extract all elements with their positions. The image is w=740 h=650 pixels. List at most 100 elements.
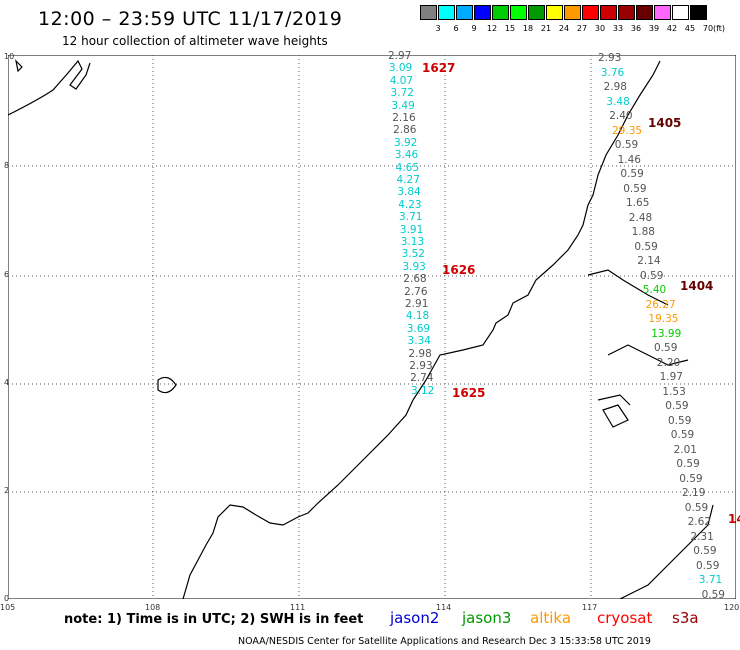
wave-height-value: 3.84 bbox=[397, 186, 421, 199]
wave-height-value: 3.46 bbox=[394, 149, 419, 162]
island-east-2 bbox=[597, 394, 631, 406]
color-scale-swatch bbox=[672, 5, 689, 20]
wave-height-value: 0.59 bbox=[614, 139, 639, 151]
wave-height-value: 3.12 bbox=[410, 384, 435, 397]
y-tick-8: 8 bbox=[4, 161, 10, 170]
coast-borneo-west bbox=[182, 399, 414, 599]
coast-borneo-north bbox=[412, 60, 661, 401]
wave-height-value: 1.53 bbox=[662, 385, 686, 398]
wave-height-value: 4.07 bbox=[389, 74, 414, 87]
wave-height-value: 5.40 bbox=[642, 284, 667, 296]
graticule bbox=[8, 55, 736, 599]
map-title: 12:00 – 23:59 UTC 11/17/2019 bbox=[38, 8, 343, 30]
x-tick-105: 105 bbox=[0, 603, 16, 612]
wave-height-value: 29.35 bbox=[612, 124, 643, 137]
wave-height-value: 3.93 bbox=[402, 260, 426, 273]
color-scale-swatch bbox=[654, 5, 671, 20]
y-tick-4: 4 bbox=[4, 378, 10, 387]
color-scale-label: 12 bbox=[486, 24, 498, 33]
wave-height-value: 3.71 bbox=[698, 574, 723, 586]
y-tick-0: 0 bbox=[4, 594, 10, 603]
legend-jason3: jason3 bbox=[462, 609, 512, 627]
coast-islands-e bbox=[607, 344, 689, 366]
wave-height-value: 3.76 bbox=[600, 66, 625, 79]
wave-height-value: 4.27 bbox=[396, 174, 420, 186]
wave-height-value: 3.48 bbox=[606, 95, 630, 108]
pass-label-1626: 1626 bbox=[442, 263, 476, 277]
color-scale-unit: (ft) bbox=[713, 24, 726, 33]
wave-height-value: 4.23 bbox=[398, 198, 422, 211]
wave-height-value: 0.59 bbox=[634, 240, 658, 253]
color-scale-swatch bbox=[690, 5, 707, 20]
color-scale-label: 24 bbox=[558, 24, 570, 33]
wave-height-value: 3.13 bbox=[400, 236, 425, 248]
wave-height-value: 2.20 bbox=[656, 356, 681, 369]
wave-height-value: 2.62 bbox=[687, 516, 711, 528]
wave-height-value: 2.48 bbox=[628, 211, 653, 224]
wave-height-value: 0.59 bbox=[670, 429, 695, 441]
color-scale-swatch bbox=[564, 5, 581, 20]
color-scale-label: 30 bbox=[594, 24, 606, 33]
coast-cambodia bbox=[8, 59, 91, 116]
wave-height-value: 0.59 bbox=[640, 269, 664, 282]
color-scale-label: 15 bbox=[504, 24, 516, 33]
map-frame bbox=[8, 55, 736, 599]
wave-height-value: 3.52 bbox=[401, 248, 425, 261]
color-scale-label: 36 bbox=[630, 24, 642, 33]
color-scale-label: 33 bbox=[612, 24, 624, 33]
color-scale-label: 6 bbox=[453, 24, 459, 33]
pass-label-1625: 1625 bbox=[452, 386, 486, 400]
wave-height-value: 1.46 bbox=[617, 153, 641, 166]
legend-altika: altika bbox=[530, 609, 572, 627]
color-scale-swatch bbox=[528, 5, 545, 20]
wave-height-value: 0.59 bbox=[696, 559, 720, 572]
wave-height-value: 2.19 bbox=[682, 487, 706, 499]
wave-height-value: 0.59 bbox=[623, 182, 647, 195]
x-tick-120: 120 bbox=[724, 603, 740, 612]
pass-label-1404: 1404 bbox=[680, 279, 714, 293]
wave-height-value: 0.59 bbox=[620, 168, 644, 180]
wave-height-value: 3.69 bbox=[406, 322, 431, 335]
wave-height-value: 3.71 bbox=[399, 211, 423, 224]
coast-south-east bbox=[618, 504, 714, 599]
y-tick-6: 6 bbox=[4, 270, 10, 279]
wave-height-value: 3.92 bbox=[393, 136, 418, 149]
wave-height-value: 2.01 bbox=[673, 443, 697, 456]
coastlines bbox=[8, 59, 714, 599]
wave-height-value: 0.59 bbox=[676, 458, 700, 470]
coast-island-nw bbox=[15, 59, 23, 73]
wave-height-value: 2.74 bbox=[410, 372, 434, 385]
wave-height-value: 2.31 bbox=[690, 530, 714, 543]
wave-height-value: 2.68 bbox=[403, 273, 427, 286]
wave-height-value: 0.59 bbox=[684, 501, 709, 514]
wave-height-value: 0.59 bbox=[701, 588, 725, 601]
color-scale-swatch bbox=[474, 5, 491, 20]
wave-height-value: 2.16 bbox=[392, 112, 416, 124]
wave-height-value: 3.34 bbox=[407, 335, 431, 348]
altimeter-map bbox=[8, 55, 736, 599]
wave-height-value: 2.76 bbox=[404, 285, 428, 298]
wave-height-value: 1.97 bbox=[659, 371, 683, 383]
wave-height-value: 0.59 bbox=[693, 545, 717, 557]
color-scale-swatch bbox=[492, 5, 509, 20]
wave-height-value: 1.88 bbox=[631, 226, 655, 238]
wave-height-value: 4.65 bbox=[395, 161, 420, 174]
wave-height-value: 13.99 bbox=[651, 327, 682, 340]
wave-height-value: 1.65 bbox=[626, 197, 650, 209]
wave-height-value: 0.59 bbox=[679, 472, 703, 485]
wave-height-value: 3.49 bbox=[391, 99, 415, 112]
map-subtitle: 12 hour collection of altimeter wave hei… bbox=[62, 34, 328, 48]
legend-jason2: jason2 bbox=[390, 609, 440, 627]
legend-cryosat: cryosat bbox=[597, 609, 653, 627]
wave-height-value: 2.98 bbox=[603, 81, 627, 93]
color-scale-label: 27 bbox=[576, 24, 588, 33]
color-scale-swatch bbox=[420, 5, 437, 20]
credit-line: NOAA/NESDIS Center for Satellite Applica… bbox=[238, 636, 651, 647]
wave-height-value: 0.59 bbox=[654, 342, 678, 354]
wave-height-value: 3.91 bbox=[399, 223, 424, 236]
wave-height-value: 0.59 bbox=[668, 414, 692, 427]
color-scale-label: 9 bbox=[471, 24, 477, 33]
color-scale-label: 45 bbox=[684, 24, 696, 33]
footnote: note: 1) Time is in UTC; 2) SWH is in fe… bbox=[64, 612, 364, 627]
wave-height-value: 2.97 bbox=[388, 50, 412, 62]
